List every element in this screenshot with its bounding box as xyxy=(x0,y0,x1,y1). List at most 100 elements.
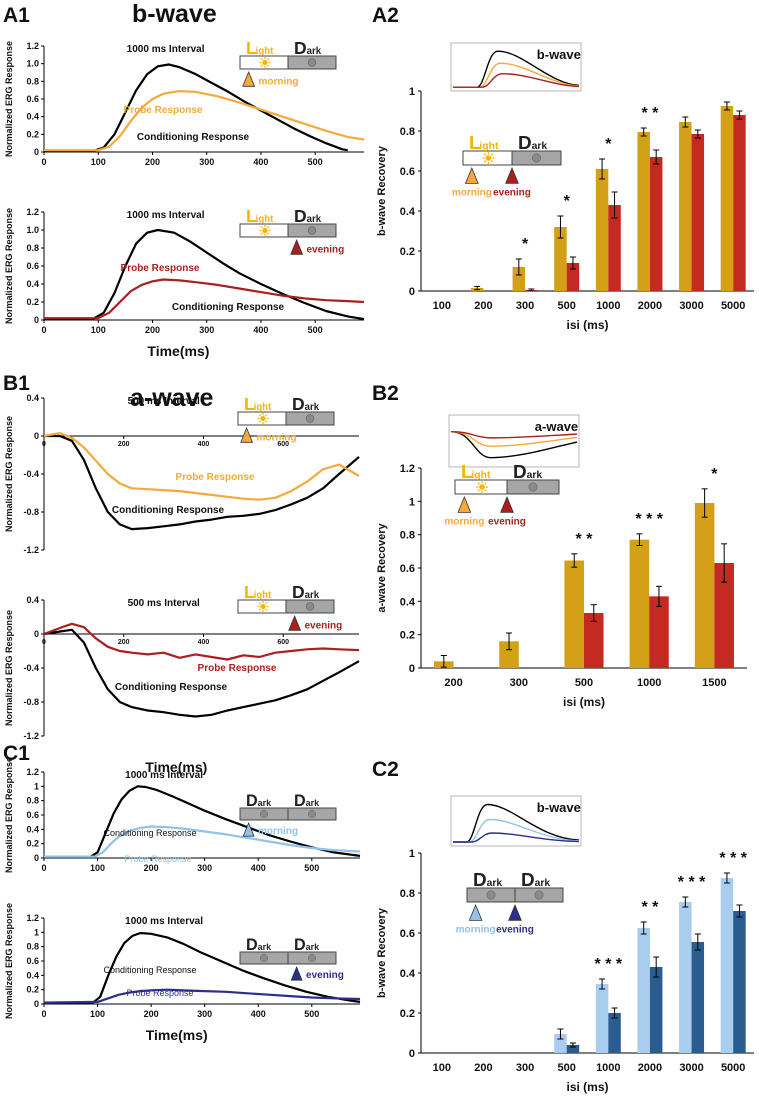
inset-frame xyxy=(450,795,582,847)
sun-ray xyxy=(264,608,268,611)
y-tick-label: -0.8 xyxy=(23,507,39,517)
sun-icon xyxy=(262,227,268,234)
bar-morning xyxy=(512,267,526,291)
morning-marker-icon xyxy=(242,70,256,87)
x-tick-label: 400 xyxy=(253,157,268,167)
y-tick-label: 0.6 xyxy=(26,810,39,820)
significance-marker: * * xyxy=(641,899,659,916)
y-axis-label: Normalized ERG Response xyxy=(4,610,14,726)
schematic-light-rest: ight xyxy=(256,46,274,57)
evening-label: evening xyxy=(496,924,534,935)
x-tick-label: 5000 xyxy=(721,300,745,312)
y-tick-label: 0.4 xyxy=(26,970,39,980)
y-tick-label: 0.2 xyxy=(400,1008,415,1020)
bar-evening xyxy=(649,967,663,1053)
x-tick-label: 400 xyxy=(251,863,266,873)
bar-chart-C2: 0 0.2 0.4 0.6 0.8 1 b-wave Recovery isi (ms) 100… xyxy=(376,848,754,1094)
inset-waveform: b-wave xyxy=(450,42,582,92)
schematic-dark-letter: D xyxy=(246,792,258,810)
morning-label: morning xyxy=(456,924,496,935)
y-tick-label: 1.2 xyxy=(26,913,39,923)
x-tick-label: 200 xyxy=(144,863,159,873)
y-tick-label: 0.8 xyxy=(26,942,39,952)
line-chart-B1-bottom: -1.2 -0.8 -0.4 0 0.4 0 200 400 600 Normalized ERG… xyxy=(4,595,360,775)
moon-icon xyxy=(305,602,315,611)
schematic-light-letter: L xyxy=(246,206,257,226)
bar-evening xyxy=(608,1013,621,1053)
x-tick-label: 0 xyxy=(41,863,46,873)
bar-morning xyxy=(564,560,584,668)
x-tick-label: 200 xyxy=(145,325,160,335)
schematic-light-rest: ight xyxy=(479,141,499,152)
evening-label: evening xyxy=(306,244,344,255)
moon-icon xyxy=(307,58,317,67)
panel-label-a2: A2 xyxy=(372,4,399,27)
y-tick-label: 1.2 xyxy=(400,463,415,475)
bar-evening xyxy=(691,134,705,291)
bar-morning xyxy=(554,1034,567,1053)
line-chart-A1-bottom: 0 0.2 0.4 0.6 0.8 1.0 1.2 0 100 200 300 400 500 Norma… xyxy=(4,207,365,359)
y-axis-label: a-wave Recovery xyxy=(376,522,388,612)
x-axis-label: Time(ms) xyxy=(147,343,209,359)
sun-ray xyxy=(258,608,261,611)
schematic-light-letter: L xyxy=(244,582,255,602)
y-tick-label: 0 xyxy=(34,999,39,1009)
y-tick-label: 0.2 xyxy=(26,297,39,307)
morning-marker-icon xyxy=(242,821,255,837)
probe-response-label: Probe Response xyxy=(124,854,191,864)
bar-evening xyxy=(608,205,621,291)
schematic-light-letter: L xyxy=(469,133,481,154)
x-tick-label: 100 xyxy=(90,863,105,873)
schematic-dark-letter: D xyxy=(294,38,307,58)
panel-label-a1: A1 xyxy=(3,4,30,27)
conditioning-response-line xyxy=(44,228,365,321)
x-tick-label: 300 xyxy=(516,1062,534,1074)
morning-label: morning xyxy=(256,432,296,443)
inset-trace xyxy=(453,50,580,88)
y-axis-label: b-wave Recovery xyxy=(376,145,388,236)
x-tick-label: 400 xyxy=(198,441,210,448)
y-tick-label: 0.8 xyxy=(400,888,415,900)
bar-morning xyxy=(637,928,650,1053)
significance-marker: * xyxy=(711,466,718,483)
evening-label: evening xyxy=(493,187,531,198)
x-tick-label: 500 xyxy=(575,677,593,689)
bar-morning xyxy=(694,503,715,668)
moon-icon xyxy=(528,482,538,492)
x-tick-label: 1000 xyxy=(637,677,661,689)
chart-subtitle: 1000 ms Interval xyxy=(125,916,203,927)
x-axis-label: isi (ms) xyxy=(566,318,608,332)
x-tick-label: 300 xyxy=(510,677,528,689)
y-tick-label: 1 xyxy=(409,86,415,98)
inset-trace xyxy=(450,430,578,447)
schematic-dark-letter: D xyxy=(521,870,535,891)
significance-marker: * xyxy=(605,136,612,153)
probe-response-label: Probe Response xyxy=(126,988,193,998)
moon-icon xyxy=(486,890,496,900)
sun-ray xyxy=(258,420,261,423)
y-tick-label: 0.8 xyxy=(26,796,39,806)
schematic-dark-rest: ark xyxy=(535,878,551,889)
schematic-light-letter: L xyxy=(244,394,255,414)
schematic-dark-letter: D xyxy=(513,462,527,483)
conditioning-response-label: Conditioning Response xyxy=(172,302,285,313)
morning-marker-icon xyxy=(468,903,483,921)
y-tick-label: 0.8 xyxy=(400,530,415,542)
chart-subtitle: 1000 ms Interval xyxy=(127,210,205,221)
inset-frame xyxy=(450,42,582,92)
inset-trace xyxy=(453,832,580,843)
x-tick-label: 3000 xyxy=(679,1062,703,1074)
moon-icon xyxy=(260,810,268,818)
bar-evening xyxy=(566,263,580,291)
y-tick-label: 0.6 xyxy=(400,928,415,940)
significance-marker: * * * xyxy=(678,874,706,891)
schematic-dark-rest: ark xyxy=(532,141,548,152)
schematic-dark-rest: ark xyxy=(258,798,271,808)
x-tick-label: 500 xyxy=(308,325,323,335)
conditioning-response-label: Conditioning Response xyxy=(103,828,196,838)
significance-marker: * xyxy=(522,236,529,253)
schematic-dark-letter: D xyxy=(518,133,532,154)
